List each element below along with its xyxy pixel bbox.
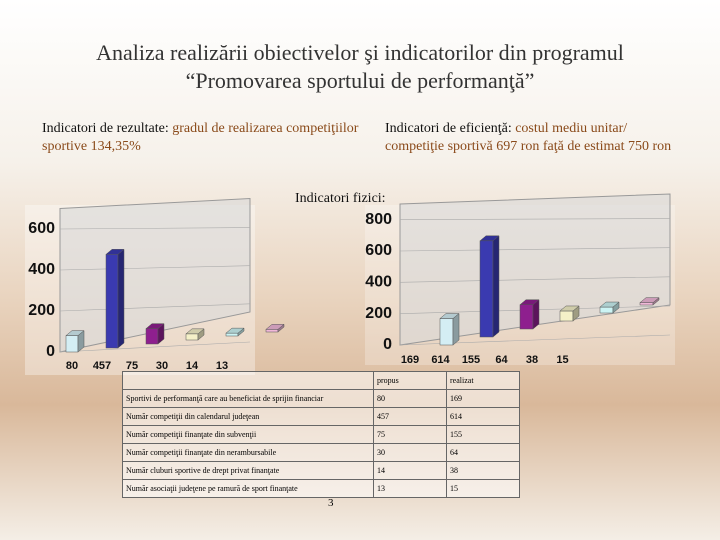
bar-side [492,235,500,338]
table-cell: Sportivi de performanţă care au benefici… [122,389,374,408]
table-cell: 75 [373,425,447,444]
table-cell: realizat [446,371,520,390]
table-cell: 13 [373,479,447,498]
table-row: Număr asociaţii judeţene pe ramură de sp… [122,479,520,498]
table-cell: Număr competiţii finanţate din neramburs… [122,443,374,462]
indicator: Indicatori de rezultate: gradul de reali… [42,120,372,156]
bar-top [439,313,460,319]
bar-top [479,235,500,242]
table-cell: 155 [446,425,520,444]
bar [519,304,534,330]
y-tick-label: 0 [383,336,392,353]
bar-top [639,297,660,303]
bar [559,310,574,322]
table-cell: Număr asociaţii judeţene pe ramură de sp… [122,479,374,498]
indicator-label: Indicatori de eficienţă: [385,121,512,136]
table-cell: 38 [446,461,520,480]
bar-top [65,330,85,336]
table-row: Număr competiţii din calendarul judeţean… [122,407,520,426]
table-cell: 169 [446,389,520,408]
bar-top [145,323,165,329]
bar-top [599,301,620,308]
bar-top [559,305,580,312]
indicator-text: gradul de realizarea competiţiilor sport… [42,121,359,154]
data-table: propus realizat Sportivi de performanţă ca… [122,371,520,498]
bar-top [265,324,285,330]
indicator-label: Indicatori fizici: [295,191,386,206]
bar [639,302,654,306]
value-label: 14 [186,360,199,372]
table-cell: Număr competiţii finanţate din subvenţii [122,425,374,444]
bar [225,332,239,337]
bar [265,329,279,333]
indicator: Indicatori de eficienţă: costul mediu un… [385,120,675,156]
grid-line [59,303,251,312]
bar-top [225,327,245,334]
y-tick-label: 600 [28,220,55,237]
table-row: Sportivi de performanţă care au benefici… [122,389,520,408]
indicator-text: costul mediu unitar/ competiţie sportivă… [385,121,672,154]
value-label: 38 [526,354,538,366]
value-label: 169 [401,354,419,366]
table-row: Număr cluburi sportive de drept privat f… [122,461,520,480]
table-cell: propus [373,371,447,390]
grid-line [59,341,251,353]
y-tick-label: 400 [28,261,55,278]
table-row: Număr competiţii finanţate din neramburs… [122,443,520,462]
grid-line [399,276,671,283]
value-label: 13 [216,360,228,372]
y-tick-label: 600 [365,242,392,259]
bar-top [105,249,125,255]
grid-line [399,247,671,252]
value-label: 155 [462,354,480,366]
bar-top [519,299,540,305]
table-cell: 14 [373,461,447,480]
value-label: 30 [156,360,168,372]
value-label: 457 [93,360,111,372]
bar [105,254,119,349]
y-tick-label: 200 [28,302,55,319]
table-cell: 457 [373,407,447,426]
y-tick-label: 0 [46,343,55,360]
y-tick-label: 800 [365,211,392,228]
bar-side [117,248,125,349]
title-line: “Promovarea sportului de performanţă” [185,68,535,93]
value-label: 15 [556,354,568,366]
bar [479,240,494,338]
table-cell: Număr competiţii din calendarul judeţean [122,407,374,426]
bar [599,306,614,314]
bar [65,335,79,353]
value-label: 75 [126,360,138,372]
table-header: propus realizat [122,371,520,390]
bar [185,333,199,341]
table-cell [122,371,374,390]
table-cell: 30 [373,443,447,462]
bar [145,328,159,345]
value-label: 64 [495,354,508,366]
table-cell: 15 [446,479,520,498]
table-cell: 80 [373,389,447,408]
bar-top [185,328,205,335]
table-cell: 614 [446,407,520,426]
y-tick-label: 400 [365,274,392,291]
bar [439,318,454,346]
grid-line [59,265,251,271]
table-row: Număr competiţii finanţate din subvenţii… [122,425,520,444]
value-label: 614 [431,354,450,366]
indicator-label: Indicatori de rezultate: [42,121,169,136]
bar-side [452,312,460,346]
title-line: Analiza realizării obiectivelor şi indic… [96,40,624,65]
grid-line [59,227,251,230]
page-number: 3 [328,497,334,509]
grid-line [399,218,671,220]
table-cell: 64 [446,443,520,462]
y-tick-label: 200 [365,305,392,322]
table-cell: Număr cluburi sportive de drept privat f… [122,461,374,480]
value-label: 80 [66,360,78,372]
